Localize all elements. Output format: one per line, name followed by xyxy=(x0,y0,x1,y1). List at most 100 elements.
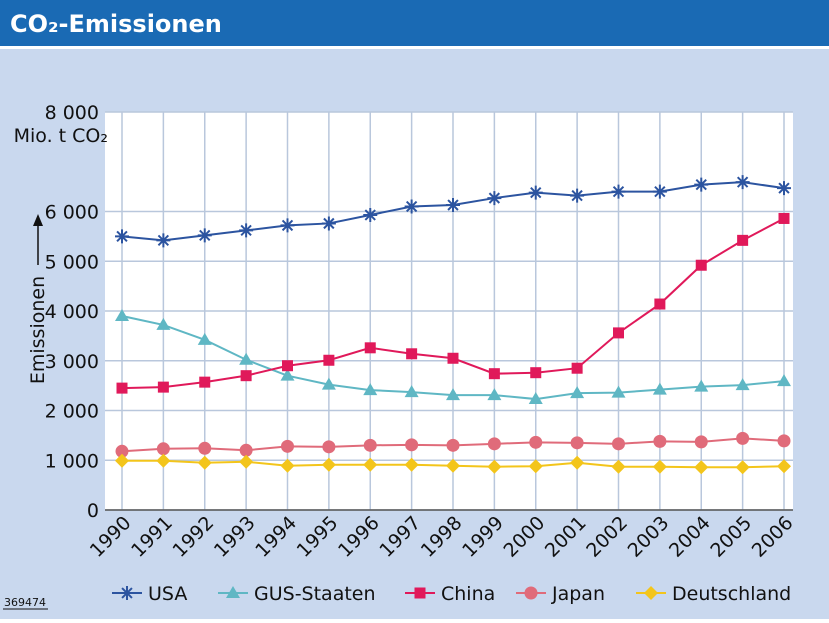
marker xyxy=(156,233,171,248)
chart-title: CO₂-Emissionen xyxy=(10,10,222,38)
marker xyxy=(695,259,707,271)
marker xyxy=(694,379,709,392)
marker xyxy=(240,370,252,382)
marker xyxy=(115,229,129,244)
marker xyxy=(652,382,667,395)
marker xyxy=(528,459,543,474)
marker xyxy=(570,386,585,399)
title-bar xyxy=(0,0,829,46)
marker xyxy=(488,368,500,380)
marker xyxy=(405,438,419,452)
marker xyxy=(653,434,667,448)
marker xyxy=(570,455,585,470)
marker xyxy=(363,438,377,452)
marker xyxy=(611,385,626,398)
marker xyxy=(156,317,171,330)
legend-label: USA xyxy=(148,583,187,605)
marker xyxy=(735,460,750,475)
marker xyxy=(529,435,543,449)
marker xyxy=(777,181,791,196)
marker xyxy=(281,439,294,453)
marker xyxy=(197,228,212,243)
marker xyxy=(487,437,501,451)
marker xyxy=(571,362,583,374)
y-axis-label: Emissionen xyxy=(27,276,49,384)
axis-arrow-head xyxy=(33,214,43,226)
marker xyxy=(322,440,336,454)
marker xyxy=(404,385,419,398)
marker xyxy=(157,381,169,393)
y-tick-label: 6 000 xyxy=(45,202,99,224)
marker xyxy=(323,354,335,366)
unit-label: Mio. t CO₂ xyxy=(14,125,108,147)
marker xyxy=(446,388,460,401)
legend-marker xyxy=(226,586,240,598)
marker xyxy=(280,368,295,381)
legend-label: China xyxy=(441,583,495,605)
marker xyxy=(736,431,750,445)
marker xyxy=(116,382,128,394)
y-tick-label: 5 000 xyxy=(45,251,99,273)
marker xyxy=(735,378,750,391)
marker xyxy=(570,436,584,450)
marker xyxy=(156,442,170,456)
marker xyxy=(487,459,502,474)
marker xyxy=(156,453,171,468)
marker xyxy=(239,352,254,365)
marker xyxy=(404,457,419,472)
marker xyxy=(777,459,791,474)
legend-marker xyxy=(414,587,426,599)
marker xyxy=(446,438,460,452)
legend-label: Deutschland xyxy=(672,583,791,605)
marker xyxy=(280,458,295,473)
legend-marker xyxy=(644,586,658,600)
marker xyxy=(652,459,667,474)
marker xyxy=(447,352,459,364)
legend-marker xyxy=(120,586,134,600)
marker xyxy=(198,441,212,455)
marker xyxy=(363,207,378,222)
marker xyxy=(363,383,378,396)
y-tick-label: 4 000 xyxy=(45,301,99,323)
marker xyxy=(778,212,790,224)
marker xyxy=(528,392,543,405)
legend-label: Japan xyxy=(551,583,605,605)
marker xyxy=(737,234,749,246)
marker xyxy=(282,360,293,372)
marker xyxy=(777,374,791,387)
marker xyxy=(487,191,502,206)
marker xyxy=(654,298,666,310)
marker xyxy=(280,218,295,233)
marker xyxy=(239,223,254,238)
marker xyxy=(613,327,624,339)
marker xyxy=(694,460,709,475)
y-tick-label: 2 000 xyxy=(45,401,99,423)
legend-marker xyxy=(524,586,538,600)
marker xyxy=(612,437,625,451)
marker xyxy=(404,199,419,214)
marker xyxy=(530,367,542,379)
marker xyxy=(406,348,418,360)
marker xyxy=(239,454,254,469)
marker xyxy=(197,332,212,345)
marker xyxy=(694,177,709,192)
marker xyxy=(570,188,585,203)
marker xyxy=(611,184,626,199)
marker xyxy=(364,342,376,354)
y-tick-label: 3 000 xyxy=(45,351,99,373)
y-tick-label: 8 000 xyxy=(45,102,99,124)
marker xyxy=(735,175,750,190)
marker xyxy=(321,377,336,390)
marker xyxy=(694,435,708,449)
marker xyxy=(115,308,129,321)
marker xyxy=(115,444,129,458)
y-tick-label: 1 000 xyxy=(45,450,99,472)
y-tick-label: 0 xyxy=(87,500,99,522)
legend-label: GUS-Staaten xyxy=(254,583,376,605)
marker xyxy=(197,455,212,470)
marker xyxy=(611,459,626,474)
marker xyxy=(199,376,211,388)
marker xyxy=(321,457,336,472)
marker xyxy=(446,198,460,213)
